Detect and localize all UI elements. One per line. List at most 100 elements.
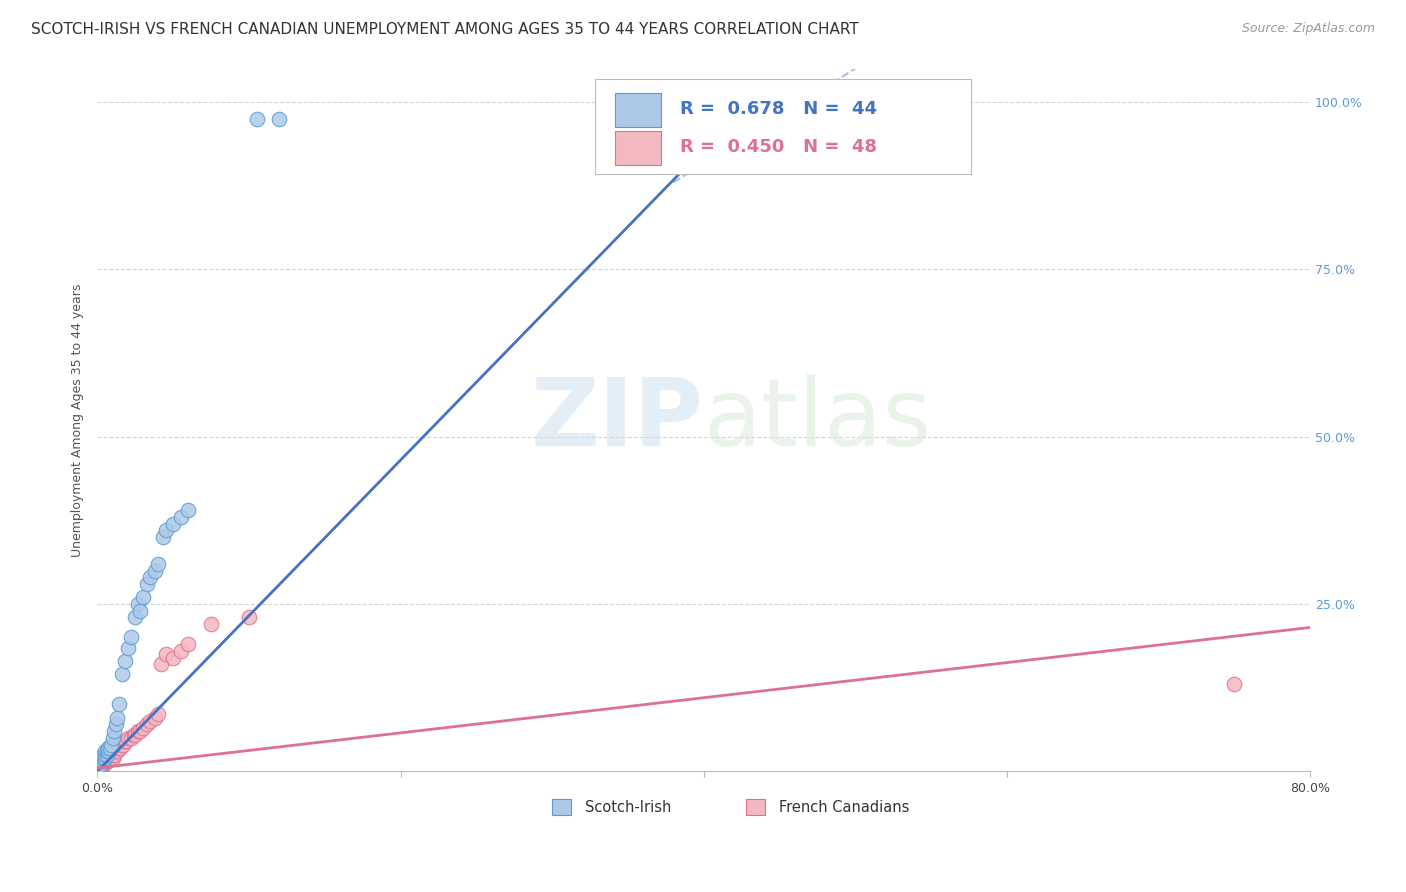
Point	[87, 754, 110, 768]
Text: R =  0.678   N =  44: R = 0.678 N = 44	[679, 100, 876, 118]
Point	[101, 747, 124, 762]
Point	[108, 740, 131, 755]
Point	[127, 597, 149, 611]
Point	[115, 734, 138, 748]
Point	[96, 747, 118, 762]
Point	[120, 731, 142, 745]
Point	[97, 744, 120, 758]
Text: R =  0.450   N =  48: R = 0.450 N = 48	[679, 137, 876, 155]
Point	[124, 610, 146, 624]
Point	[91, 756, 114, 771]
Text: French Canadians: French Canadians	[779, 800, 910, 815]
Point	[114, 734, 136, 748]
Point	[128, 604, 150, 618]
Point	[91, 751, 114, 765]
Point	[97, 754, 120, 768]
Text: Source: ZipAtlas.com: Source: ZipAtlas.com	[1241, 22, 1375, 36]
Point	[117, 640, 139, 655]
Text: Scotch-Irish: Scotch-Irish	[585, 800, 672, 815]
Text: ZIP: ZIP	[531, 374, 704, 466]
Point	[96, 754, 118, 768]
Point	[101, 751, 124, 765]
Point	[91, 759, 114, 773]
Point	[143, 564, 166, 578]
Point	[87, 757, 110, 772]
Point	[93, 754, 115, 768]
Point	[117, 731, 139, 745]
Point	[104, 744, 127, 758]
Point	[136, 717, 159, 731]
Point	[114, 654, 136, 668]
Point	[94, 751, 117, 765]
Point	[122, 727, 145, 741]
Point	[97, 740, 120, 755]
Point	[97, 751, 120, 765]
Point	[103, 747, 125, 762]
Point	[269, 112, 291, 126]
Point	[1223, 677, 1246, 691]
Point	[155, 647, 177, 661]
Point	[127, 724, 149, 739]
Point	[89, 754, 111, 768]
Bar	[553, 799, 571, 815]
Text: SCOTCH-IRISH VS FRENCH CANADIAN UNEMPLOYMENT AMONG AGES 35 TO 44 YEARS CORRELATI: SCOTCH-IRISH VS FRENCH CANADIAN UNEMPLOY…	[31, 22, 859, 37]
Point	[89, 757, 111, 772]
Point	[246, 112, 269, 126]
Point	[93, 754, 115, 768]
Point	[94, 752, 117, 766]
Point	[139, 570, 162, 584]
Point	[177, 637, 200, 651]
Point	[87, 754, 110, 768]
FancyBboxPatch shape	[595, 79, 970, 174]
Point	[146, 707, 169, 722]
Point	[96, 751, 118, 765]
Point	[152, 530, 174, 544]
Point	[87, 761, 110, 775]
Point	[200, 617, 222, 632]
Point	[93, 757, 115, 772]
Point	[177, 503, 200, 517]
Point	[128, 724, 150, 739]
Point	[120, 631, 142, 645]
Point	[238, 610, 260, 624]
Point	[170, 510, 193, 524]
Point	[94, 747, 117, 762]
Point	[162, 516, 184, 531]
Point	[101, 731, 124, 745]
Point	[89, 754, 111, 768]
Point	[105, 711, 128, 725]
Point	[112, 738, 135, 752]
Point	[93, 751, 115, 765]
Point	[87, 757, 110, 772]
Point	[104, 717, 127, 731]
Point	[93, 747, 115, 762]
Point	[100, 738, 122, 752]
Point	[107, 740, 129, 755]
Point	[91, 754, 114, 768]
Point	[170, 644, 193, 658]
Point	[136, 577, 159, 591]
Point	[94, 744, 117, 758]
Point	[124, 727, 146, 741]
Point	[89, 751, 111, 765]
Point	[105, 744, 128, 758]
Point	[155, 524, 177, 538]
Point	[98, 752, 121, 766]
Point	[139, 714, 162, 728]
Bar	[616, 131, 661, 165]
Y-axis label: Unemployment Among Ages 35 to 44 years: Unemployment Among Ages 35 to 44 years	[72, 284, 84, 557]
Point	[146, 557, 169, 571]
Point	[89, 761, 111, 775]
Point	[111, 738, 134, 752]
Point	[87, 761, 110, 775]
Bar	[616, 93, 661, 127]
Point	[98, 740, 121, 755]
Point	[132, 591, 155, 605]
Point	[162, 650, 184, 665]
Point	[143, 711, 166, 725]
Point	[103, 724, 125, 739]
Point	[132, 721, 155, 735]
Point	[150, 657, 173, 672]
Point	[96, 744, 118, 758]
Point	[100, 749, 122, 764]
